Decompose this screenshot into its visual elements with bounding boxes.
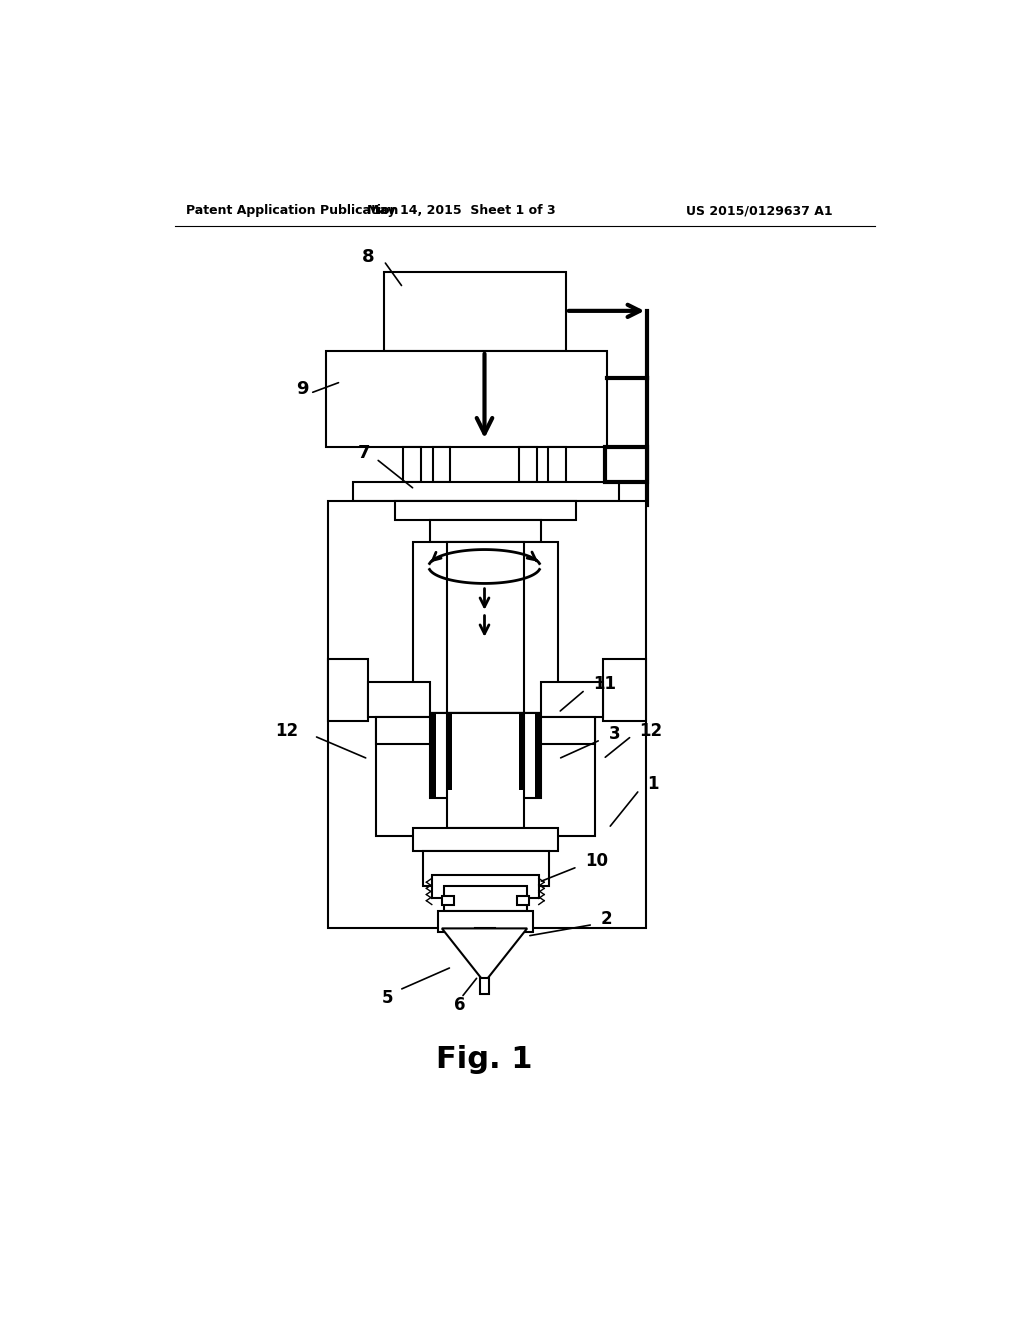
Bar	[376, 717, 430, 743]
Text: 3: 3	[608, 726, 621, 743]
Bar	[475, 928, 496, 952]
Bar	[430, 713, 436, 797]
Polygon shape	[442, 928, 527, 982]
Text: 10: 10	[586, 851, 608, 870]
Text: 8: 8	[361, 248, 375, 265]
Bar	[384, 272, 566, 351]
Bar	[517, 896, 528, 906]
Bar	[376, 713, 595, 836]
Bar	[430, 713, 541, 797]
Bar	[369, 682, 430, 717]
Text: 9: 9	[296, 380, 308, 399]
Text: Fig. 1: Fig. 1	[436, 1045, 532, 1073]
Text: 2: 2	[601, 911, 612, 928]
Bar	[480, 978, 489, 994]
Bar	[395, 502, 575, 520]
Bar	[541, 682, 603, 717]
Text: 7: 7	[358, 444, 371, 462]
Bar	[432, 447, 451, 482]
Text: 12: 12	[275, 722, 299, 739]
Bar	[447, 543, 524, 713]
Bar	[519, 713, 524, 789]
Bar	[447, 713, 452, 789]
Bar	[442, 896, 454, 906]
Text: 1: 1	[647, 775, 658, 792]
Bar	[423, 851, 549, 886]
Text: 12: 12	[640, 722, 663, 739]
Text: 5: 5	[382, 989, 393, 1007]
Bar	[430, 520, 541, 541]
Text: Patent Application Publication: Patent Application Publication	[186, 205, 398, 218]
Bar	[447, 713, 524, 829]
Bar	[535, 713, 541, 797]
Text: May 14, 2015  Sheet 1 of 3: May 14, 2015 Sheet 1 of 3	[367, 205, 556, 218]
Text: US 2015/0129637 A1: US 2015/0129637 A1	[686, 205, 833, 218]
Bar	[444, 886, 527, 911]
Bar	[403, 447, 421, 482]
Bar	[352, 482, 618, 502]
Bar	[548, 447, 566, 482]
Bar	[605, 447, 647, 482]
Bar	[326, 351, 607, 447]
Text: 6: 6	[454, 997, 466, 1014]
Bar	[603, 659, 646, 721]
Bar	[414, 829, 558, 851]
Bar	[432, 874, 539, 898]
Text: 11: 11	[593, 675, 616, 693]
Bar	[438, 911, 532, 932]
Bar	[328, 502, 646, 928]
Bar	[328, 659, 369, 721]
Bar	[414, 543, 558, 713]
Bar	[541, 717, 595, 743]
Bar	[519, 447, 538, 482]
